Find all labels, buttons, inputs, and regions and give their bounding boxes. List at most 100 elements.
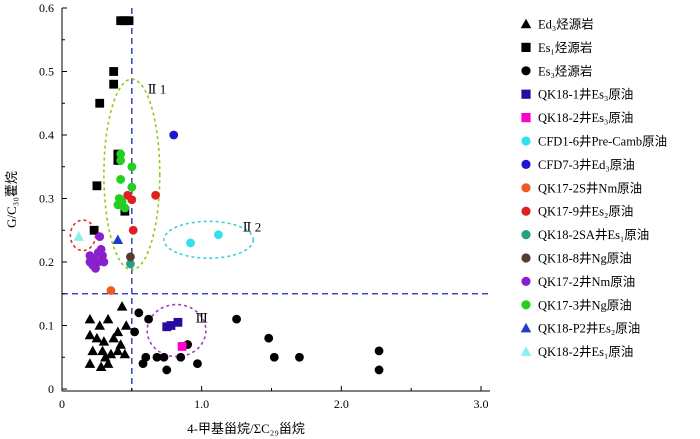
data-point (126, 252, 135, 262)
legend-marker (521, 136, 531, 146)
ellipse-left (69, 219, 97, 252)
x-tick-label: 3.0 (474, 397, 489, 411)
legend-label: Ed₃烃源岩 (538, 17, 594, 32)
legend-marker (521, 253, 531, 263)
series-14 (73, 231, 85, 241)
annotations: Ⅱ 1 Ⅱ 2 Ⅲ (148, 82, 262, 326)
data-point (214, 230, 223, 240)
legend-label: QK18-P2井Es₂原油 (538, 322, 640, 336)
data-point (108, 332, 119, 343)
data-point (84, 329, 96, 340)
data-point (162, 322, 172, 332)
data-point (374, 346, 384, 356)
series-3 (162, 317, 183, 332)
legend-marker (521, 206, 531, 216)
y-tick-label: 0.1 (39, 319, 54, 333)
legend-marker (520, 346, 532, 356)
legend-label: QK18-1井Es₃原油 (538, 88, 633, 102)
data-point (127, 182, 137, 192)
data-point (126, 259, 135, 269)
legend-marker (521, 276, 531, 286)
legend-marker (521, 66, 531, 76)
data-point (114, 194, 124, 203)
data-point (116, 156, 126, 165)
data-point (87, 345, 99, 356)
data-point (84, 313, 96, 324)
legend-label: QK18-2井Es₁原油 (538, 345, 633, 359)
data-point (124, 16, 134, 26)
legend-marker (521, 159, 531, 169)
series-13 (112, 234, 124, 245)
y-tick-label: 0 (48, 382, 54, 396)
data-point (100, 351, 111, 362)
data-point (106, 286, 116, 295)
legend-label: QK18-2井Es₃原油 (538, 111, 633, 125)
data-point (120, 320, 132, 330)
legend-marker (521, 183, 531, 193)
legend-label: Es₃烃源岩 (538, 63, 592, 78)
ellipse-II2 (163, 220, 255, 259)
data-points (73, 16, 384, 375)
data-point (173, 317, 183, 327)
data-point (127, 195, 137, 205)
legend-label: CFD7-3井Ed₃原油 (538, 158, 635, 172)
legend-marker (520, 18, 532, 29)
data-point (96, 244, 106, 254)
data-point (151, 190, 160, 200)
grouping-ellipses (69, 78, 255, 358)
data-point (116, 175, 126, 184)
y-tick-label: 0.3 (39, 192, 54, 206)
series-11 (85, 232, 109, 273)
data-point (193, 359, 202, 368)
legend: Ed₃烃源岩 Es₁烃源岩 Es₃烃源岩 QK18-1井Es₃原油 QK18-2井Es₃… (520, 17, 667, 359)
data-point (109, 67, 119, 76)
data-point (119, 348, 131, 359)
series-12 (113, 149, 137, 213)
region-label: Ⅲ (195, 310, 208, 325)
series-10 (126, 252, 135, 262)
data-point (91, 263, 100, 273)
data-point (95, 98, 105, 108)
data-point (374, 365, 384, 375)
data-point (138, 359, 148, 368)
data-point (130, 327, 140, 337)
data-point (232, 314, 241, 324)
legend-label: QK18-8井Ng原油 (538, 252, 632, 266)
data-point (152, 352, 162, 362)
data-point (176, 352, 186, 362)
data-point (127, 162, 137, 172)
series-9 (126, 259, 135, 269)
legend-marker (521, 230, 531, 240)
series-8 (123, 190, 160, 235)
data-point (102, 313, 114, 324)
data-point (92, 181, 102, 191)
legend-marker (520, 322, 532, 333)
series-6 (169, 130, 179, 140)
series-5 (186, 230, 223, 248)
legend-marker (521, 300, 531, 310)
legend-label: QK17-3井Ng原油 (538, 298, 632, 312)
legend-label: QK17-9井Es₂原油 (538, 205, 633, 219)
data-point (116, 301, 128, 311)
data-point (177, 342, 187, 351)
axes: 0 1.0 2.0 3.0 0 0.1 0.2 0.3 0.4 0.5 0.6 4-甲基甾烷/ΣC₂₉… (4, 1, 490, 436)
y-tick-label: 0.5 (39, 65, 54, 79)
data-point (112, 234, 124, 245)
y-tick-label: 0.6 (39, 1, 54, 15)
legend-marker (521, 113, 531, 123)
data-point (134, 308, 144, 318)
x-tick-label: 1.0 (194, 397, 209, 411)
data-point (99, 257, 109, 267)
region-label: Ⅱ 2 (243, 220, 262, 235)
series-7 (106, 286, 116, 295)
data-point (102, 358, 114, 368)
data-point (98, 336, 110, 346)
region-label: Ⅱ 1 (148, 82, 167, 97)
data-point (269, 352, 279, 362)
x-tick-label: 2.0 (334, 397, 349, 411)
legend-label: Es₁烃源岩 (538, 40, 592, 55)
legend-label: QK17-2井Nm原油 (538, 275, 635, 289)
data-point (94, 320, 105, 330)
data-point (144, 314, 153, 324)
data-point (295, 352, 304, 362)
